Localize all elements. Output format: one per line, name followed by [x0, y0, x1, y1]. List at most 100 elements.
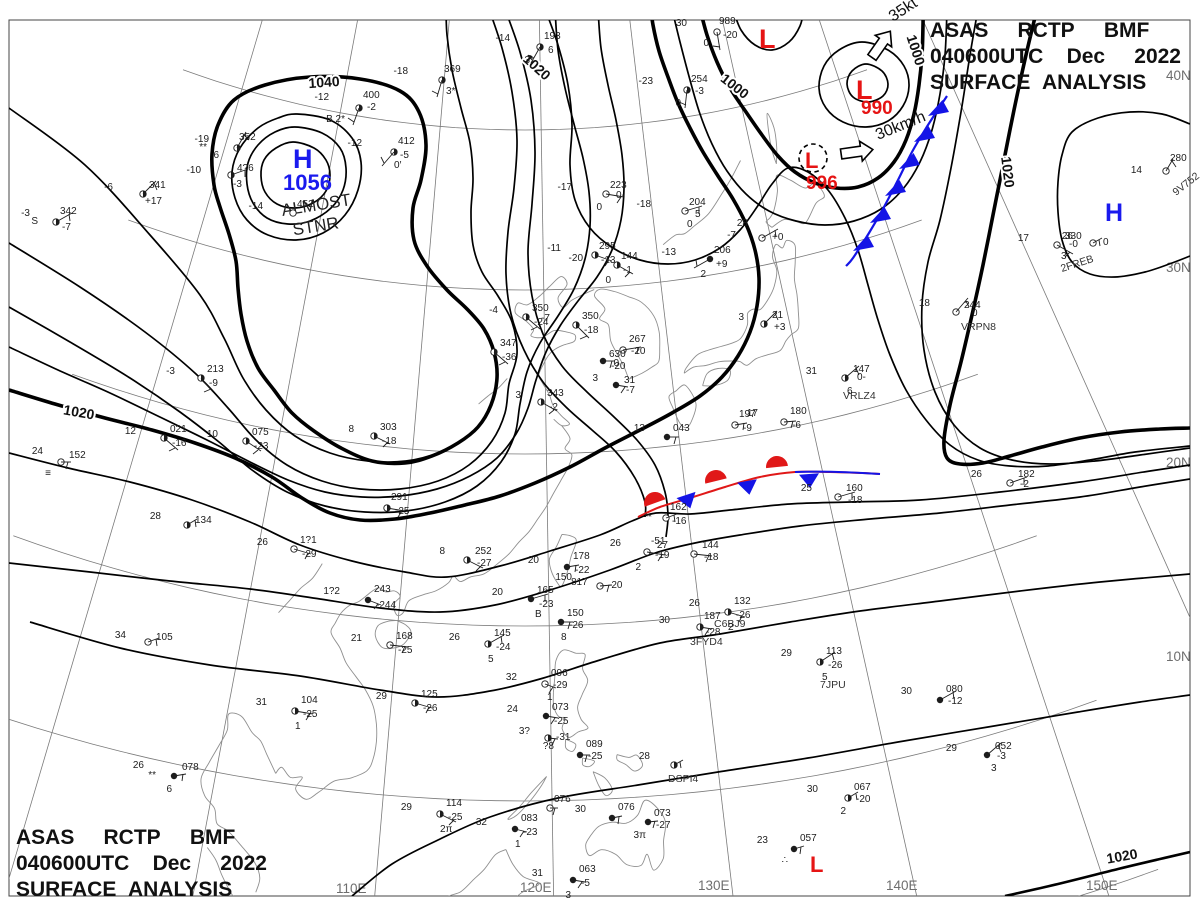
svg-text:140E: 140E [886, 878, 918, 893]
svg-text:-16: -16 [172, 438, 187, 449]
svg-text:3: 3 [565, 890, 571, 901]
svg-text:34: 34 [115, 630, 127, 641]
svg-text:40N: 40N [1166, 68, 1191, 83]
svg-text:-2: -2 [1020, 479, 1029, 490]
svg-text:2: 2 [635, 562, 641, 573]
svg-text:-3: -3 [695, 86, 704, 97]
svg-text:-36: -36 [502, 352, 517, 363]
svg-text:-23: -23 [539, 599, 554, 610]
svg-text:7JPU: 7JPU [820, 679, 846, 691]
svg-text:0: 0 [687, 219, 693, 230]
svg-text:H: H [1105, 199, 1123, 227]
svg-text:SURFACE ANALYSIS: SURFACE ANALYSIS [930, 71, 1146, 94]
svg-text:244: 244 [964, 300, 981, 311]
svg-text:-20: -20 [608, 580, 623, 591]
svg-text:3*: 3* [525, 55, 535, 66]
svg-text:-9: -9 [743, 423, 752, 434]
svg-text:1020: 1020 [998, 156, 1018, 189]
svg-text:1: 1 [295, 721, 301, 732]
svg-text:-29: -29 [302, 549, 317, 560]
svg-text:073: 073 [654, 808, 671, 819]
svg-text:14: 14 [1131, 165, 1143, 176]
svg-text:1040: 1040 [308, 73, 340, 91]
svg-text:-2: -2 [549, 402, 558, 413]
svg-text:18: 18 [919, 298, 931, 309]
svg-text:6: 6 [548, 45, 554, 56]
svg-text:30: 30 [676, 18, 688, 29]
svg-text:12: 12 [125, 426, 137, 437]
svg-text:8: 8 [439, 546, 445, 557]
svg-text:29: 29 [376, 691, 388, 702]
svg-text:-26: -26 [736, 610, 751, 621]
svg-text:20: 20 [492, 587, 504, 598]
svg-text:6: 6 [166, 784, 172, 795]
svg-text:350: 350 [532, 303, 549, 314]
svg-text:-7: -7 [62, 222, 71, 233]
svg-text:L: L [810, 852, 823, 877]
svg-text:-3: -3 [233, 179, 242, 190]
svg-text:152: 152 [69, 450, 86, 461]
svg-text:**: ** [148, 770, 156, 781]
svg-text:1?2: 1?2 [323, 586, 340, 597]
svg-text:-3: -3 [166, 366, 175, 377]
svg-text:223: 223 [610, 180, 627, 191]
svg-text:-25: -25 [303, 709, 318, 720]
svg-text:-51: -51 [651, 536, 666, 547]
svg-text:-17: -17 [558, 182, 573, 193]
svg-text:213: 213 [207, 364, 224, 375]
svg-text:VRPN8: VRPN8 [961, 321, 996, 333]
svg-text:-14: -14 [249, 201, 264, 212]
svg-text:078: 078 [182, 762, 199, 773]
svg-text:0: 0 [613, 358, 619, 369]
svg-text:S: S [31, 216, 38, 227]
svg-text:254: 254 [691, 74, 708, 85]
svg-text:B: B [535, 609, 542, 620]
svg-text:343: 343 [547, 388, 564, 399]
svg-text:0: 0 [605, 275, 611, 286]
svg-text:0: 0 [596, 202, 602, 213]
svg-text:31: 31 [532, 868, 544, 879]
svg-text:-12: -12 [315, 92, 330, 103]
svg-text:-10: -10 [187, 165, 202, 176]
svg-text:400: 400 [363, 90, 380, 101]
svg-text:-14: -14 [496, 33, 511, 44]
svg-text:-18: -18 [637, 199, 652, 210]
svg-text:1020: 1020 [62, 401, 96, 422]
svg-text:-25: -25 [398, 645, 413, 656]
svg-text:352: 352 [239, 132, 256, 143]
svg-text:204: 204 [689, 197, 706, 208]
svg-text:-0: -0 [1069, 239, 1078, 250]
svg-text:132: 132 [734, 596, 751, 607]
svg-text:28: 28 [150, 511, 162, 522]
svg-text:6: 6 [213, 150, 219, 161]
svg-text:-23: -23 [639, 76, 654, 87]
svg-text:21: 21 [772, 310, 784, 321]
svg-text:150: 150 [567, 608, 584, 619]
svg-text:083: 083 [521, 813, 538, 824]
svg-text:24: 24 [507, 704, 519, 715]
svg-text:134: 134 [195, 515, 212, 526]
svg-text:10: 10 [207, 429, 219, 440]
svg-text:1056: 1056 [283, 170, 332, 195]
svg-text:25: 25 [801, 483, 813, 494]
svg-text:2: 2 [840, 806, 846, 817]
svg-text:-25: -25 [554, 716, 569, 727]
svg-text:VRLZ4: VRLZ4 [843, 390, 876, 402]
svg-text:30: 30 [901, 686, 913, 697]
svg-text:2π: 2π [440, 824, 453, 835]
svg-text:040600UTC Dec 2022: 040600UTC Dec 2022 [930, 45, 1181, 68]
svg-text:330: 330 [1065, 231, 1082, 242]
svg-text:3*: 3* [446, 86, 456, 97]
svg-text:-18: -18 [382, 436, 397, 447]
svg-text:-3: -3 [997, 751, 1006, 762]
svg-text:096: 096 [551, 668, 568, 679]
svg-text:∴: ∴ [782, 855, 788, 866]
svg-text:130E: 130E [698, 878, 730, 893]
svg-text:-6: -6 [792, 420, 801, 431]
svg-text:+9: +9 [716, 259, 728, 270]
svg-text:996: 996 [806, 173, 838, 194]
svg-text:-25: -25 [588, 751, 603, 762]
svg-text:052: 052 [995, 741, 1012, 752]
svg-text:32: 32 [476, 817, 488, 828]
svg-text:0-: 0- [616, 190, 625, 201]
